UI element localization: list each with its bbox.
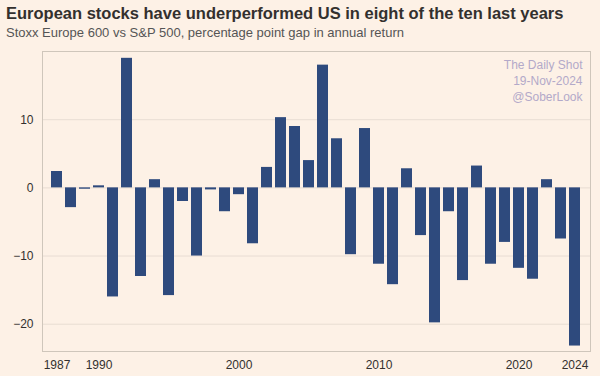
html-text:European stocks have underperf: European stocks have underperformed US i… [6,4,564,22]
svg-text:10: 10 [20,113,34,127]
svg-text:−20: −20 [13,317,34,331]
svg-text:1987: 1987 [44,358,71,372]
svg-text:2010: 2010 [366,358,393,372]
svg-text:2000: 2000 [226,358,253,372]
svg-text:The Daily Shot19-Nov-2024@Sobe: The Daily Shot19-Nov-2024@SoberLook [504,58,584,104]
svg-text:2020: 2020 [506,358,533,372]
svg-text:0: 0 [27,181,34,195]
html-text:Stoxx Europe 600 vs S&P 500, p: Stoxx Europe 600 vs S&P 500, percentage … [6,25,404,40]
svg-text:1990: 1990 [86,358,113,372]
svg-text:2024: 2024 [562,358,589,372]
svg-text:−10: −10 [13,249,34,263]
